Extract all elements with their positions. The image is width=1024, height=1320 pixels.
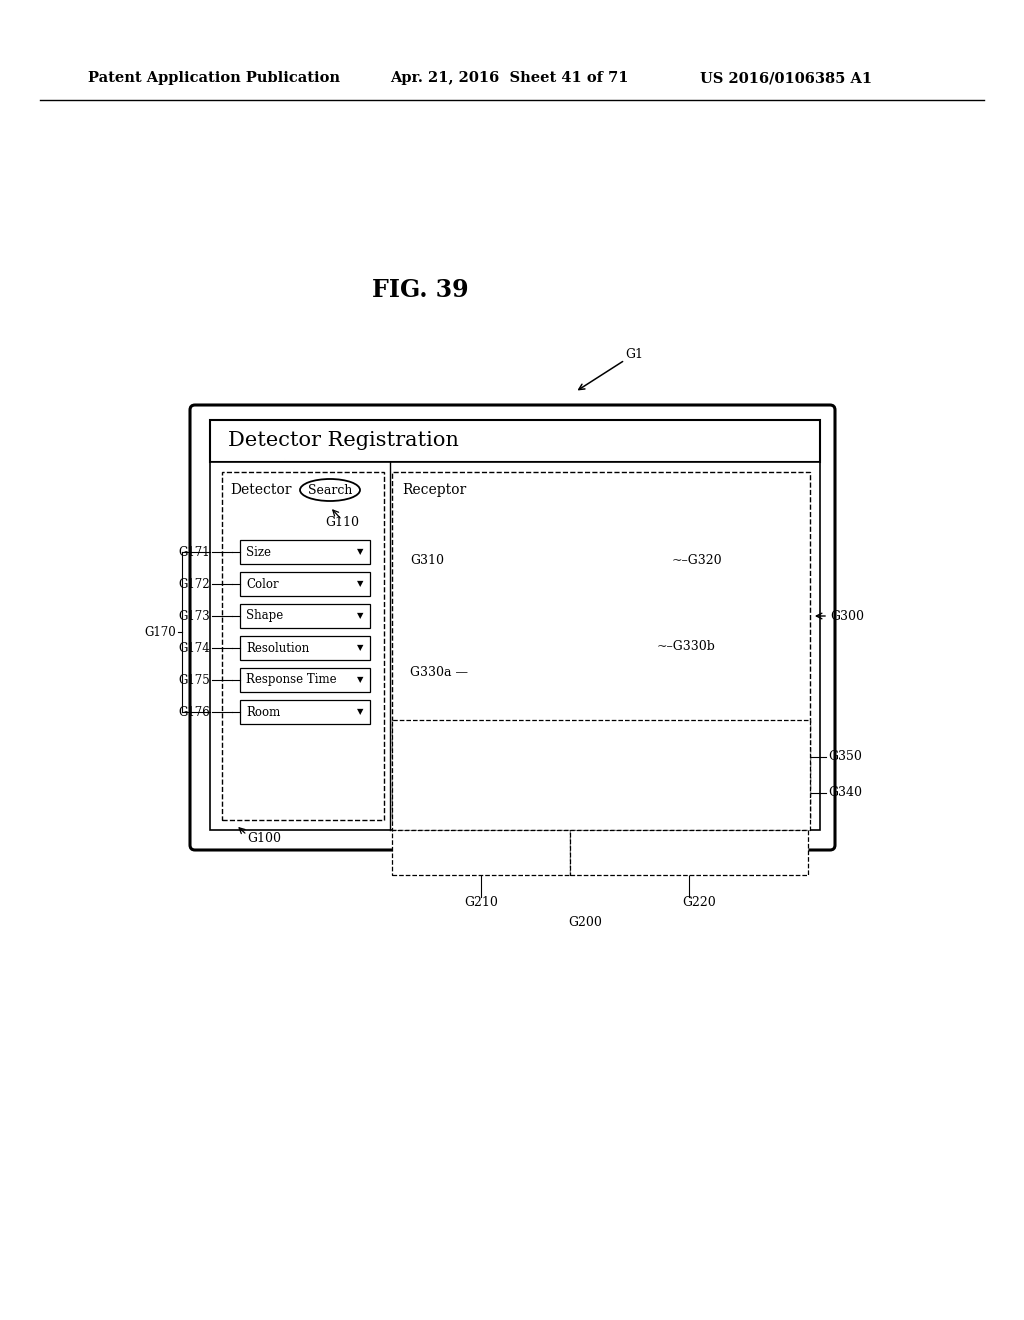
Text: US 2016/0106385 A1: US 2016/0106385 A1	[700, 71, 872, 84]
Text: G310: G310	[410, 553, 444, 566]
Bar	[240, 572, 370, 597]
Text: Detector: Detector	[230, 483, 292, 498]
Text: Room: Room	[246, 705, 281, 718]
FancyBboxPatch shape	[190, 405, 835, 850]
Text: G220: G220	[682, 896, 716, 909]
Text: G175: G175	[178, 673, 210, 686]
Text: ▼: ▼	[356, 644, 364, 652]
Text: Receptor: Receptor	[402, 483, 466, 498]
Bar	[240, 540, 370, 564]
Text: FIG. 39: FIG. 39	[372, 279, 468, 302]
Text: G176: G176	[178, 705, 210, 718]
Text: G110: G110	[325, 516, 359, 528]
Bar	[240, 605, 370, 628]
Text: G350: G350	[828, 751, 862, 763]
Ellipse shape	[300, 479, 360, 502]
Text: ~–G320: ~–G320	[672, 553, 723, 566]
Text: G200: G200	[568, 916, 602, 929]
Text: G330a —: G330a —	[410, 665, 468, 678]
Bar	[210, 462, 820, 830]
Bar	[222, 473, 384, 820]
Text: Detector Registration: Detector Registration	[228, 432, 459, 450]
Text: G173: G173	[178, 610, 210, 623]
Text: G340: G340	[828, 787, 862, 800]
Bar	[240, 636, 370, 660]
Text: Shape: Shape	[246, 610, 284, 623]
Text: G300: G300	[830, 610, 864, 623]
Text: G100: G100	[247, 832, 281, 845]
Text: G171: G171	[178, 545, 210, 558]
Bar	[240, 668, 370, 692]
Text: ▼: ▼	[356, 708, 364, 717]
Bar	[210, 420, 820, 462]
Text: ▼: ▼	[356, 611, 364, 620]
Text: G174: G174	[178, 642, 210, 655]
Bar	[392, 830, 570, 875]
Text: Color: Color	[246, 578, 279, 590]
Text: Size: Size	[246, 545, 271, 558]
Text: Patent Application Publication: Patent Application Publication	[88, 71, 340, 84]
Text: ▼: ▼	[356, 548, 364, 557]
Text: Search: Search	[308, 483, 352, 496]
Text: ~–G330b: ~–G330b	[657, 640, 716, 653]
Text: ▼: ▼	[356, 676, 364, 685]
Text: G1: G1	[625, 348, 643, 362]
Text: Response Time: Response Time	[246, 673, 337, 686]
Bar	[392, 473, 810, 820]
Bar	[570, 830, 808, 875]
Text: G172: G172	[178, 578, 210, 590]
Text: ▼: ▼	[356, 579, 364, 589]
Bar	[240, 700, 370, 723]
Text: G170: G170	[144, 626, 176, 639]
Text: Apr. 21, 2016  Sheet 41 of 71: Apr. 21, 2016 Sheet 41 of 71	[390, 71, 629, 84]
Text: Resolution: Resolution	[246, 642, 309, 655]
Bar	[392, 719, 810, 830]
Text: G210: G210	[464, 896, 498, 909]
